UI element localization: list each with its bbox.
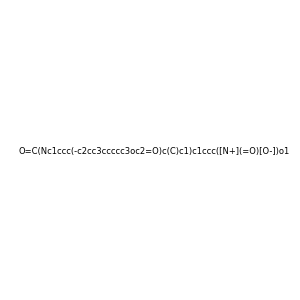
Text: O=C(Nc1ccc(-c2cc3ccccc3oc2=O)c(C)c1)c1ccc([N+](=O)[O-])o1: O=C(Nc1ccc(-c2cc3ccccc3oc2=O)c(C)c1)c1cc… (18, 147, 290, 156)
